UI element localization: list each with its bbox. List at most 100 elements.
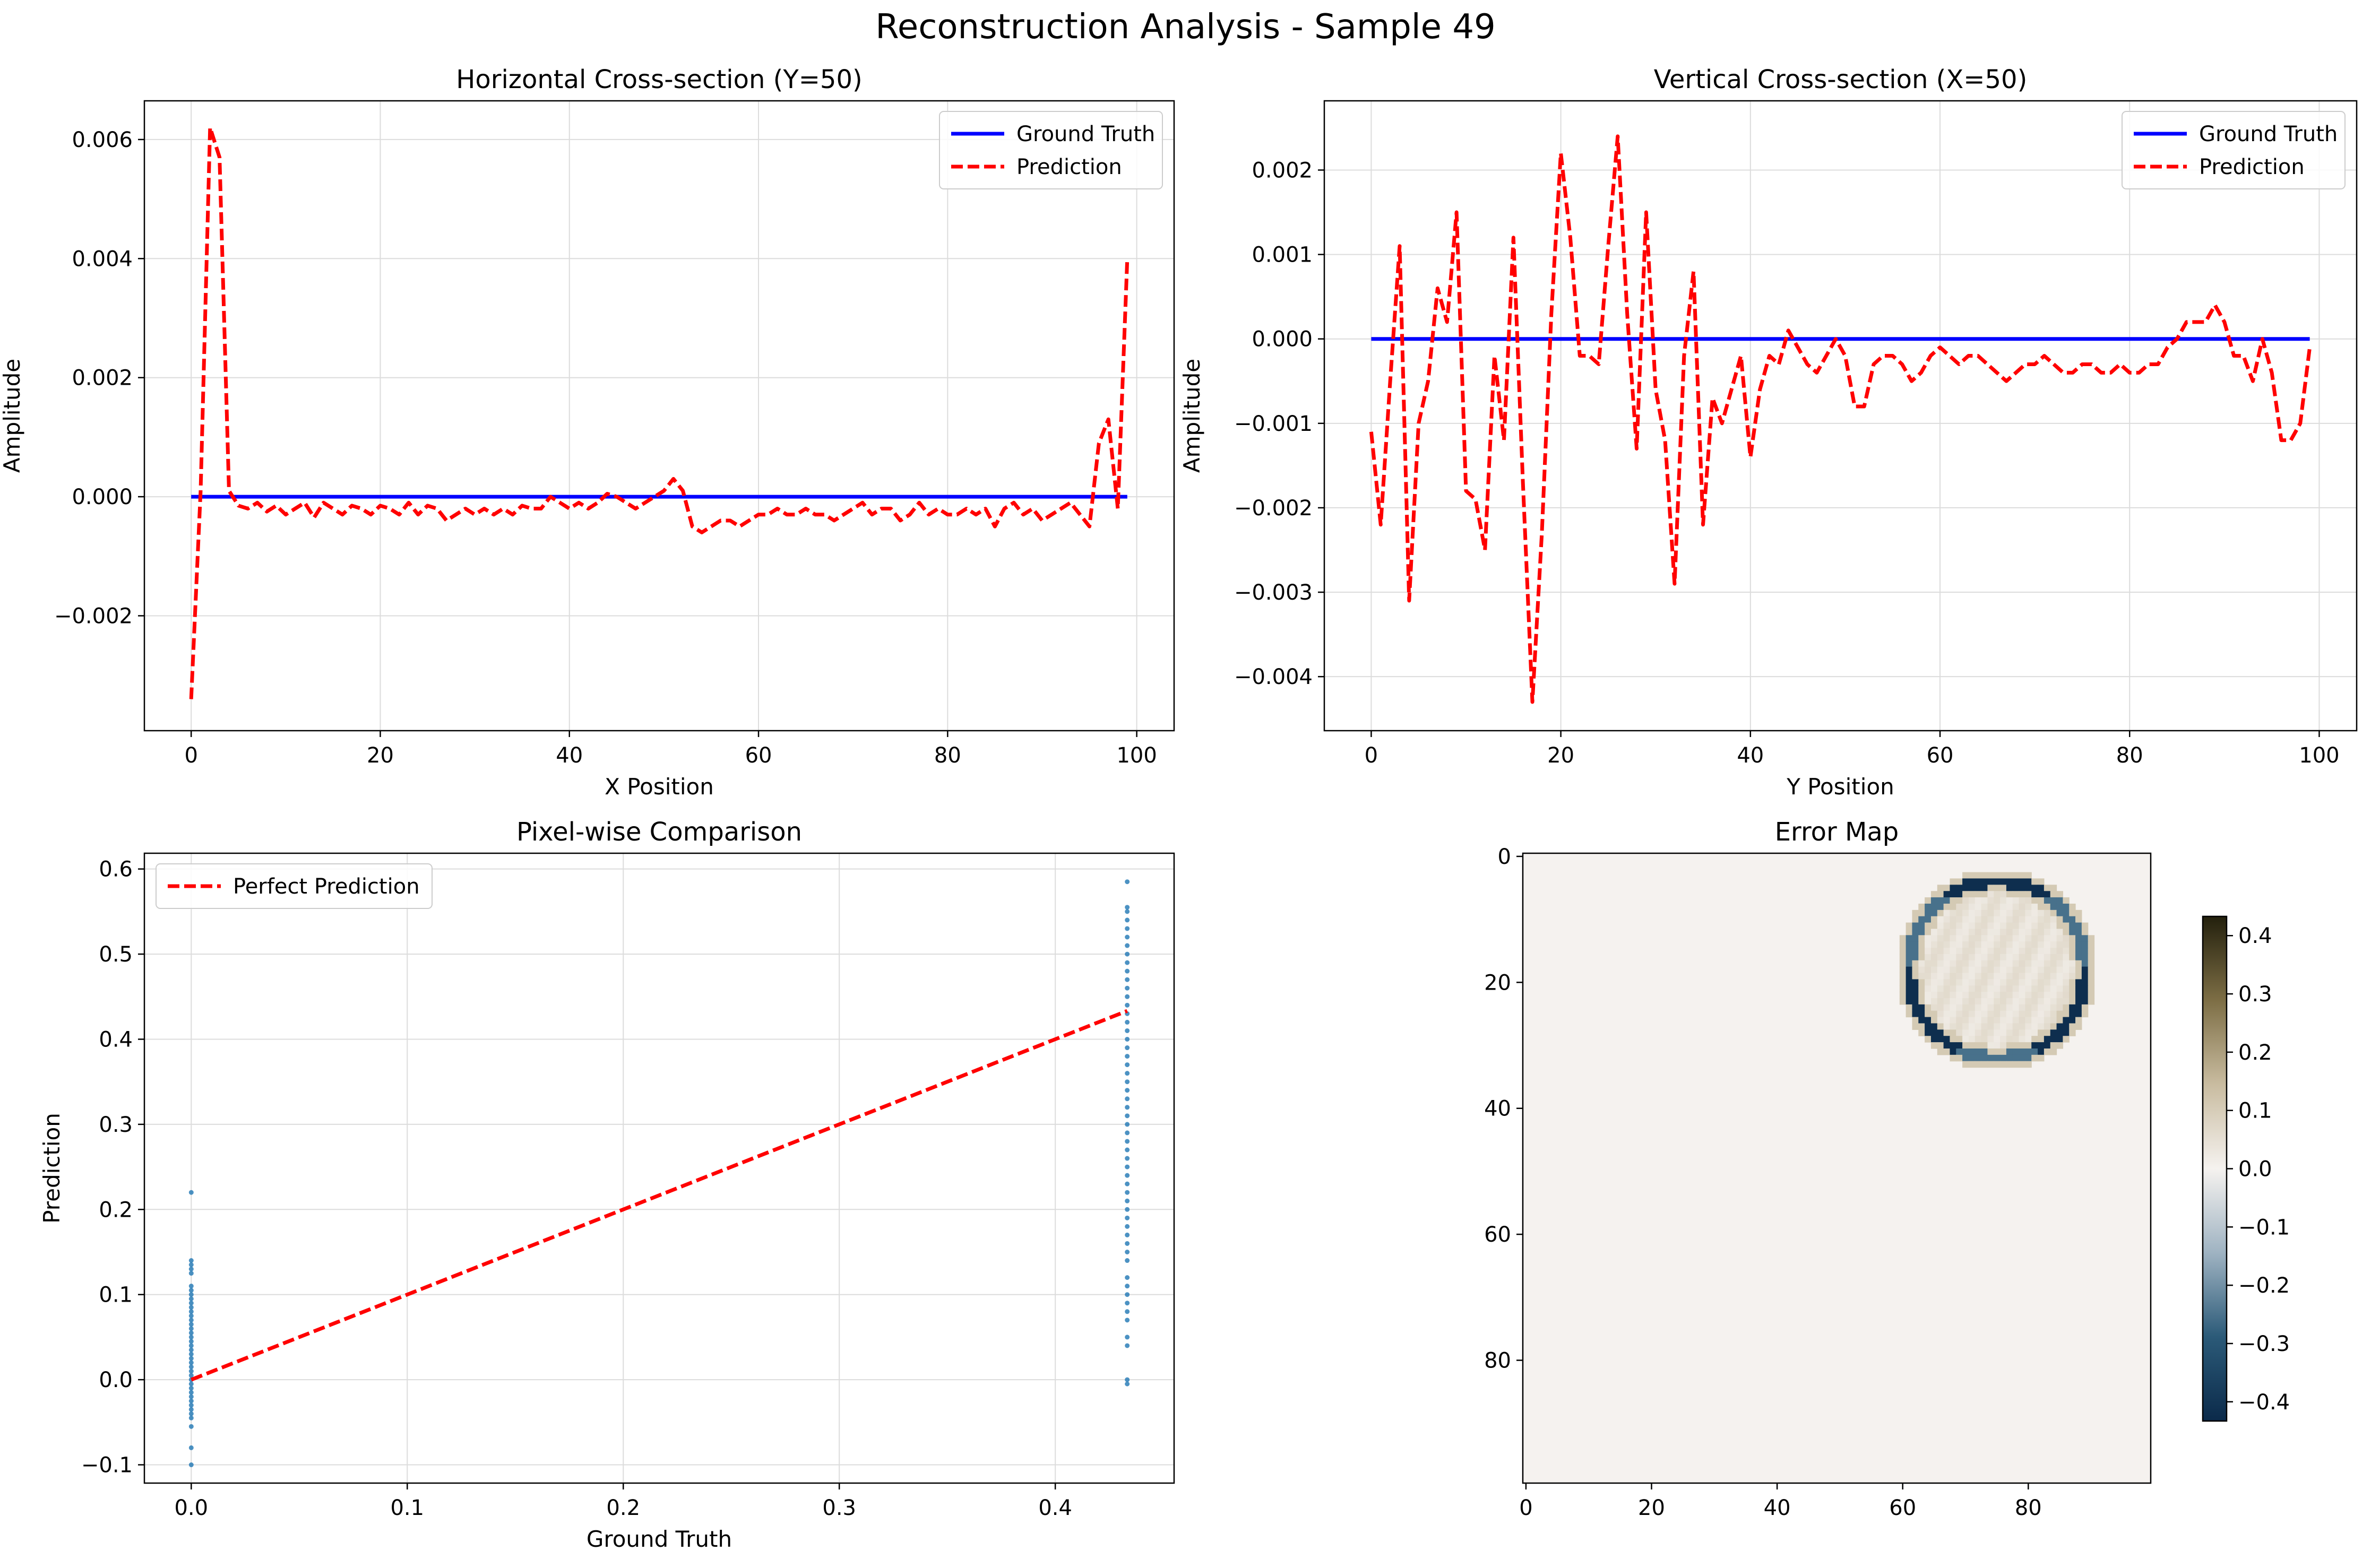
p3-heatmap-cell — [2056, 1004, 2063, 1011]
p3-heatmap-cell — [2063, 903, 2070, 911]
p3-heatmap-cell — [2031, 966, 2038, 974]
p3-x-tick-label: 60 — [1889, 1496, 1916, 1520]
p0-y-tick-label: −0.002 — [54, 604, 133, 628]
p3-x-tick-label: 20 — [1638, 1496, 1665, 1520]
p3-heatmap-cell — [2031, 960, 2038, 967]
p3-heatmap-cell — [2056, 941, 2063, 948]
p3-heatmap-cell — [1975, 1010, 1982, 1018]
p3-heatmap-cell — [2056, 903, 2063, 911]
p3-heatmap-cell — [2088, 973, 2095, 980]
p3-heatmap-cell — [1906, 960, 1913, 967]
p3-heatmap-cell — [2038, 916, 2045, 923]
p3-heatmap-cell — [1899, 935, 1907, 942]
p3-heatmap-cell — [1962, 1010, 1969, 1018]
p2-x-tick-label: 0.0 — [174, 1496, 208, 1520]
p3-heatmap-cell — [1975, 1017, 1982, 1024]
p3-heatmap-cell — [2075, 922, 2082, 930]
colorbar-tick-label: 0.3 — [2238, 982, 2272, 1007]
p2-scatter-point — [1125, 951, 1130, 957]
p3-heatmap-cell — [1937, 979, 1944, 986]
p2-scatter-point — [1125, 1019, 1130, 1025]
p3-heatmap-cell — [2025, 903, 2032, 911]
p3-heatmap-cell — [2019, 1054, 2025, 1062]
p3-heatmap-cell — [1975, 1048, 1982, 1055]
p3-heatmap-cell — [2006, 1004, 2013, 1011]
p3-heatmap-cell — [1943, 1004, 1951, 1011]
p3-heatmap-cell — [2056, 922, 2063, 930]
p3-heatmap-cell — [1956, 979, 1963, 986]
p3-y-tick-label: 40 — [1484, 1097, 1511, 1121]
p3-heatmap-cell — [2012, 954, 2020, 961]
p3-heatmap-cell — [1987, 935, 1994, 942]
p3-heatmap-cell — [2069, 1029, 2076, 1036]
p0-legend — [939, 111, 1163, 189]
p3-heatmap-cell — [2000, 1023, 2007, 1030]
p3-heatmap-cell — [1981, 954, 1988, 961]
p3-heatmap-cell — [2031, 922, 2038, 930]
p3-heatmap-cell — [2000, 1036, 2007, 1043]
p3-heatmap-cell — [2050, 1042, 2057, 1049]
p3-heatmap-cell — [1968, 1054, 1976, 1062]
p3-heatmap-cell — [2075, 973, 2082, 980]
p1-x-tick-label: 40 — [1737, 743, 1764, 768]
p3-heatmap-cell — [1937, 1017, 1944, 1024]
p2-scatter-point — [188, 1373, 194, 1378]
p3-heatmap-cell — [1906, 973, 1913, 980]
p3-heatmap-cell — [1906, 929, 1913, 935]
p3-heatmap-cell — [1994, 1042, 2001, 1049]
p3-heatmap-cell — [2019, 1048, 2025, 1055]
p3-heatmap-cell — [2050, 885, 2057, 891]
p3-heatmap-cell — [2019, 872, 2025, 879]
p2-scatter-point — [1125, 1207, 1130, 1212]
p3-heatmap-cell — [1912, 998, 1919, 1005]
p3-heatmap-cell — [2044, 916, 2051, 923]
p3-heatmap-cell — [1937, 1036, 1944, 1043]
p3-heatmap-cell — [1987, 1017, 1994, 1024]
p3-heatmap-cell — [2050, 1010, 2057, 1018]
p3-heatmap-cell — [1912, 929, 1919, 935]
p3-heatmap-cell — [1975, 909, 1982, 917]
p3-heatmap-cell — [1925, 1004, 1932, 1011]
p3-heatmap-cell — [1950, 1010, 1956, 1018]
p3-heatmap-cell — [2038, 1029, 2045, 1036]
p3-heatmap-cell — [2044, 973, 2051, 980]
p3-heatmap-cell — [2031, 897, 2038, 904]
p3-heatmap-cell — [2038, 973, 2045, 980]
p3-heatmap-cell — [2025, 966, 2032, 974]
p3-heatmap-cell — [1956, 941, 1963, 948]
p3-heatmap-cell — [2050, 948, 2057, 955]
p1-y-tick-label: −0.001 — [1234, 412, 1313, 436]
p3-heatmap-cell — [1943, 979, 1951, 986]
p3-heatmap-cell — [1899, 948, 1907, 955]
p3-heatmap-cell — [1937, 941, 1944, 948]
p3-heatmap-cell — [2031, 1017, 2038, 1024]
p3-heatmap-cell — [1950, 1029, 1956, 1036]
p2-scatter-point — [1125, 1105, 1130, 1110]
p3-heatmap-cell — [2044, 935, 2051, 942]
p3-heatmap-cell — [1912, 935, 1919, 942]
p3-heatmap-cell — [2050, 1023, 2057, 1030]
p3-heatmap-cell — [2019, 916, 2025, 923]
p3-heatmap-cell — [2031, 885, 2038, 891]
p3-heatmap-cell — [2050, 992, 2057, 999]
p1-y-tick-label: −0.004 — [1234, 665, 1313, 689]
p3-heatmap-cell — [2056, 948, 2063, 955]
p2-scatter-point — [1125, 1318, 1130, 1323]
p3-heatmap-cell — [2063, 998, 2070, 1005]
p3-heatmap-cell — [2031, 1023, 2038, 1030]
p2-y-tick-label: 0.1 — [99, 1283, 133, 1307]
p3-heatmap-cell — [1906, 985, 1913, 992]
p3-heatmap-cell — [2081, 941, 2089, 948]
p3-heatmap-cell — [1975, 948, 1982, 955]
p3-heatmap-cell — [2031, 909, 2038, 917]
p3-heatmap-cell — [2019, 1017, 2025, 1024]
p3-heatmap-cell — [1994, 885, 2001, 891]
p3-heatmap-cell — [2012, 1010, 2020, 1018]
p3-heatmap-cell — [2019, 960, 2025, 967]
p3-heatmap-cell — [1994, 909, 2001, 917]
p3-heatmap-cell — [1912, 979, 1919, 986]
p3-heatmap-cell — [2044, 985, 2051, 992]
p3-heatmap-cell — [2031, 979, 2038, 986]
p3-heatmap-cell — [2006, 1023, 2013, 1030]
p1-y-tick-label: 0.002 — [1252, 158, 1313, 183]
